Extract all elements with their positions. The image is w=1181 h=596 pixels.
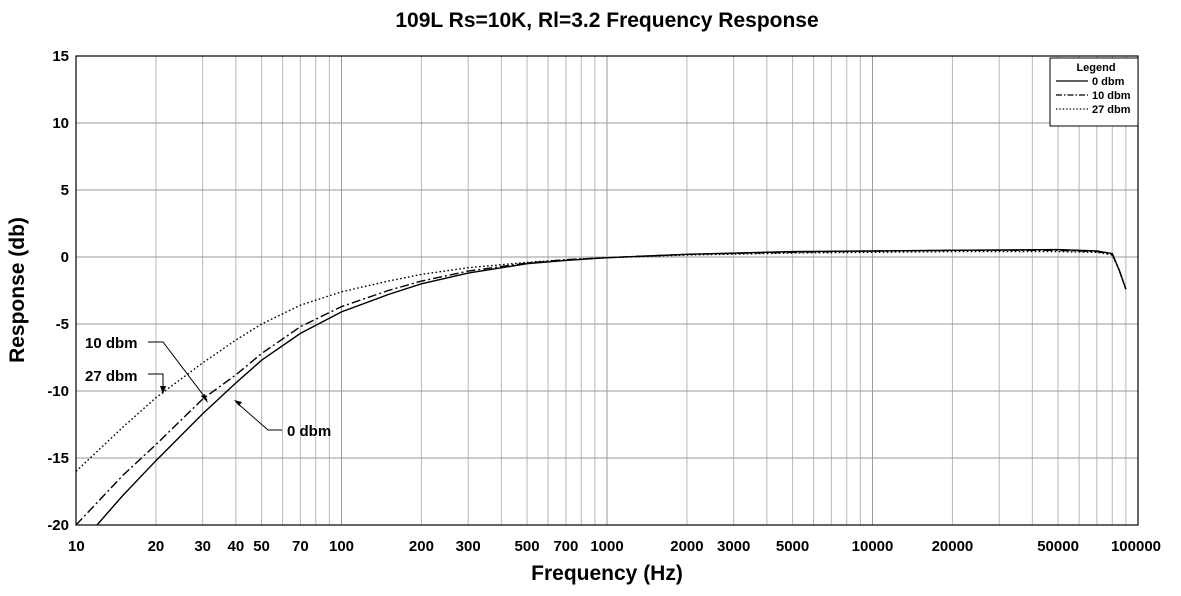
annotation-10-dbm-leader xyxy=(148,341,208,401)
y-tick-label: -20 xyxy=(47,517,69,534)
legend-title: Legend xyxy=(1076,62,1115,74)
annotation-0-dbm: 0 dbm xyxy=(287,423,331,440)
annotations: 10 dbm 27 dbm 0 dbm xyxy=(85,335,331,440)
x-tick-label: 20000 xyxy=(932,538,974,555)
x-tick-label: 200 xyxy=(409,538,434,555)
x-tick-label: 2000 xyxy=(670,538,703,555)
x-tick-label: 40 xyxy=(228,538,245,555)
x-tick-label: 300 xyxy=(456,538,481,555)
annotation-0-dbm-arrow xyxy=(234,400,242,406)
x-tick-label: 100 xyxy=(329,538,354,555)
y-tick-label: -10 xyxy=(47,383,69,400)
x-tick-label: 3000 xyxy=(717,538,750,555)
x-tick-label: 30 xyxy=(194,538,211,555)
annotation-27-dbm-arrow xyxy=(160,386,166,394)
x-tick-label: 10000 xyxy=(852,538,894,555)
y-tick-label: -5 xyxy=(56,316,69,333)
chart-title: 109L Rs=10K, Rl=3.2 Frequency Response xyxy=(395,9,818,32)
y-tick-label: 15 xyxy=(52,48,69,65)
series xyxy=(75,248,1127,526)
annotation-10-dbm-arrow xyxy=(201,394,208,403)
y-axis-label: Response (db) xyxy=(6,217,29,363)
x-tick-label: 50 xyxy=(253,538,270,555)
annotation-27-dbm: 27 dbm xyxy=(85,368,138,385)
plot-frame xyxy=(75,55,1139,526)
x-tick-labels: 10 20 30 40 50 70 100 200 300 500 700 1000 2000 3000 5… xyxy=(68,538,1161,555)
legend: Legend 0 dbm 10 dbm 27 dbm xyxy=(1049,57,1139,127)
y-tick-labels: 15 10 5 0 -5 -10 -15 -20 xyxy=(47,48,69,534)
series-line-10-dbm xyxy=(75,249,1127,526)
annotation-10-dbm: 10 dbm xyxy=(85,335,138,352)
annotation-0-dbm-leader xyxy=(235,401,282,431)
legend-entry-27-dbm: 27 dbm xyxy=(1092,104,1131,116)
x-tick-label: 10 xyxy=(68,538,85,555)
x-tick-label: 700 xyxy=(553,538,578,555)
x-axis-label: Frequency (Hz) xyxy=(531,562,683,585)
series-line-27-dbm xyxy=(75,250,1127,472)
legend-entry-0-dbm: 0 dbm xyxy=(1092,76,1125,88)
x-tick-label: 20 xyxy=(148,538,165,555)
grid xyxy=(75,55,1138,526)
x-tick-label: 5000 xyxy=(776,538,809,555)
x-tick-label: 50000 xyxy=(1037,538,1079,555)
legend-box xyxy=(1049,57,1139,127)
legend-entry-10-dbm: 10 dbm xyxy=(1092,90,1131,102)
y-tick-label: 0 xyxy=(61,249,69,266)
y-tick-label: 10 xyxy=(52,115,69,132)
annotation-27-dbm-leader xyxy=(148,373,164,390)
x-tick-label: 70 xyxy=(292,538,309,555)
y-tick-label: 5 xyxy=(61,182,69,199)
x-tick-label: 100000 xyxy=(1111,538,1161,555)
x-tick-label: 1000 xyxy=(590,538,623,555)
series-line-0-dbm xyxy=(96,248,1127,526)
x-tick-label: 500 xyxy=(515,538,540,555)
y-tick-label: -15 xyxy=(47,450,69,467)
